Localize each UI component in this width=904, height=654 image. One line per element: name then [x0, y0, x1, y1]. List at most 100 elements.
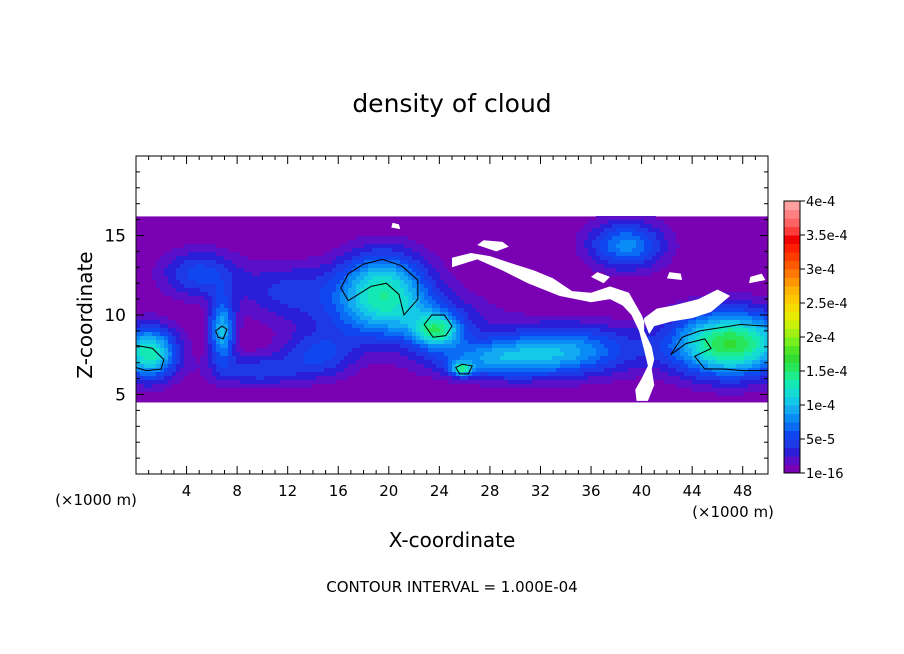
field-cell [456, 316, 460, 320]
field-cell [648, 228, 652, 232]
field-cell [236, 384, 240, 388]
field-cell [332, 312, 336, 316]
field-cell [308, 284, 312, 288]
field-cell [676, 364, 680, 368]
field-cell [260, 364, 264, 368]
field-cell [452, 364, 456, 368]
field-cell [376, 288, 380, 292]
field-cell [736, 316, 740, 320]
field-cell [436, 296, 440, 300]
field-cell [736, 332, 740, 336]
field-cell [360, 308, 364, 312]
field-cell [408, 244, 412, 248]
field-cell [276, 260, 280, 264]
field-cell [412, 256, 416, 260]
field-cell [144, 388, 148, 392]
field-cell [280, 304, 284, 308]
field-cell [344, 256, 348, 260]
field-cell [440, 348, 444, 352]
field-cell [412, 300, 416, 304]
field-cell [384, 356, 388, 360]
field-cell [468, 304, 472, 308]
field-cell [304, 272, 308, 276]
field-cell [564, 368, 568, 372]
field-cell [276, 360, 280, 364]
field-cell [444, 328, 448, 332]
field-cell [344, 368, 348, 372]
field-cell [172, 248, 176, 252]
field-cell [444, 340, 448, 344]
field-cell [320, 288, 324, 292]
field-cell [280, 380, 284, 384]
field-cell [328, 376, 332, 380]
field-cell [544, 348, 548, 352]
field-cell [512, 340, 516, 344]
field-cell [656, 244, 660, 248]
field-cell [284, 364, 288, 368]
field-cell [428, 260, 432, 264]
field-cell [732, 344, 736, 348]
field-cell [316, 348, 320, 352]
field-cell [424, 340, 428, 344]
field-cell [300, 380, 304, 384]
field-cell [588, 352, 592, 356]
field-cell [568, 320, 572, 324]
field-cell [600, 320, 604, 324]
field-cell [168, 348, 172, 352]
field-cell [628, 260, 632, 264]
field-cell [552, 316, 556, 320]
field-cell [404, 304, 408, 308]
field-cell [468, 292, 472, 296]
field-cell [416, 312, 420, 316]
field-cell [384, 240, 388, 244]
field-cell [332, 248, 336, 252]
field-cell [204, 244, 208, 248]
field-cell [376, 348, 380, 352]
field-cell [744, 312, 748, 316]
field-cell [220, 372, 224, 376]
field-cell [284, 308, 288, 312]
field-cell [484, 368, 488, 372]
field-cell [460, 300, 464, 304]
field-cell [392, 316, 396, 320]
field-cell [676, 300, 680, 304]
field-cell [320, 320, 324, 324]
field-cell [192, 300, 196, 304]
field-cell [136, 384, 140, 388]
field-cell [332, 352, 336, 356]
field-cell [616, 356, 620, 360]
field-cell [412, 324, 416, 328]
field-cell [516, 324, 520, 328]
field-cell [272, 344, 276, 348]
field-cell [628, 324, 632, 328]
field-cell [400, 260, 404, 264]
field-cell [300, 352, 304, 356]
field-cell [432, 364, 436, 368]
field-cell [532, 380, 536, 384]
field-cell [376, 252, 380, 256]
field-cell [184, 268, 188, 272]
field-cell [676, 320, 680, 324]
field-cell [380, 332, 384, 336]
field-cell [680, 328, 684, 332]
field-cell [396, 312, 400, 316]
field-cell [364, 280, 368, 284]
field-cell [348, 308, 352, 312]
field-cell [752, 296, 756, 300]
field-cell [736, 376, 740, 380]
field-cell [676, 352, 680, 356]
field-cell [504, 380, 508, 384]
field-cell [356, 368, 360, 372]
field-cell [504, 316, 508, 320]
field-cell [296, 304, 300, 308]
field-cell [224, 364, 228, 368]
field-cell [608, 328, 612, 332]
field-cell [388, 360, 392, 364]
field-cell [476, 300, 480, 304]
field-cell [748, 376, 752, 380]
field-cell [420, 284, 424, 288]
field-cell [212, 280, 216, 284]
field-cell [624, 216, 628, 220]
field-cell [380, 304, 384, 308]
